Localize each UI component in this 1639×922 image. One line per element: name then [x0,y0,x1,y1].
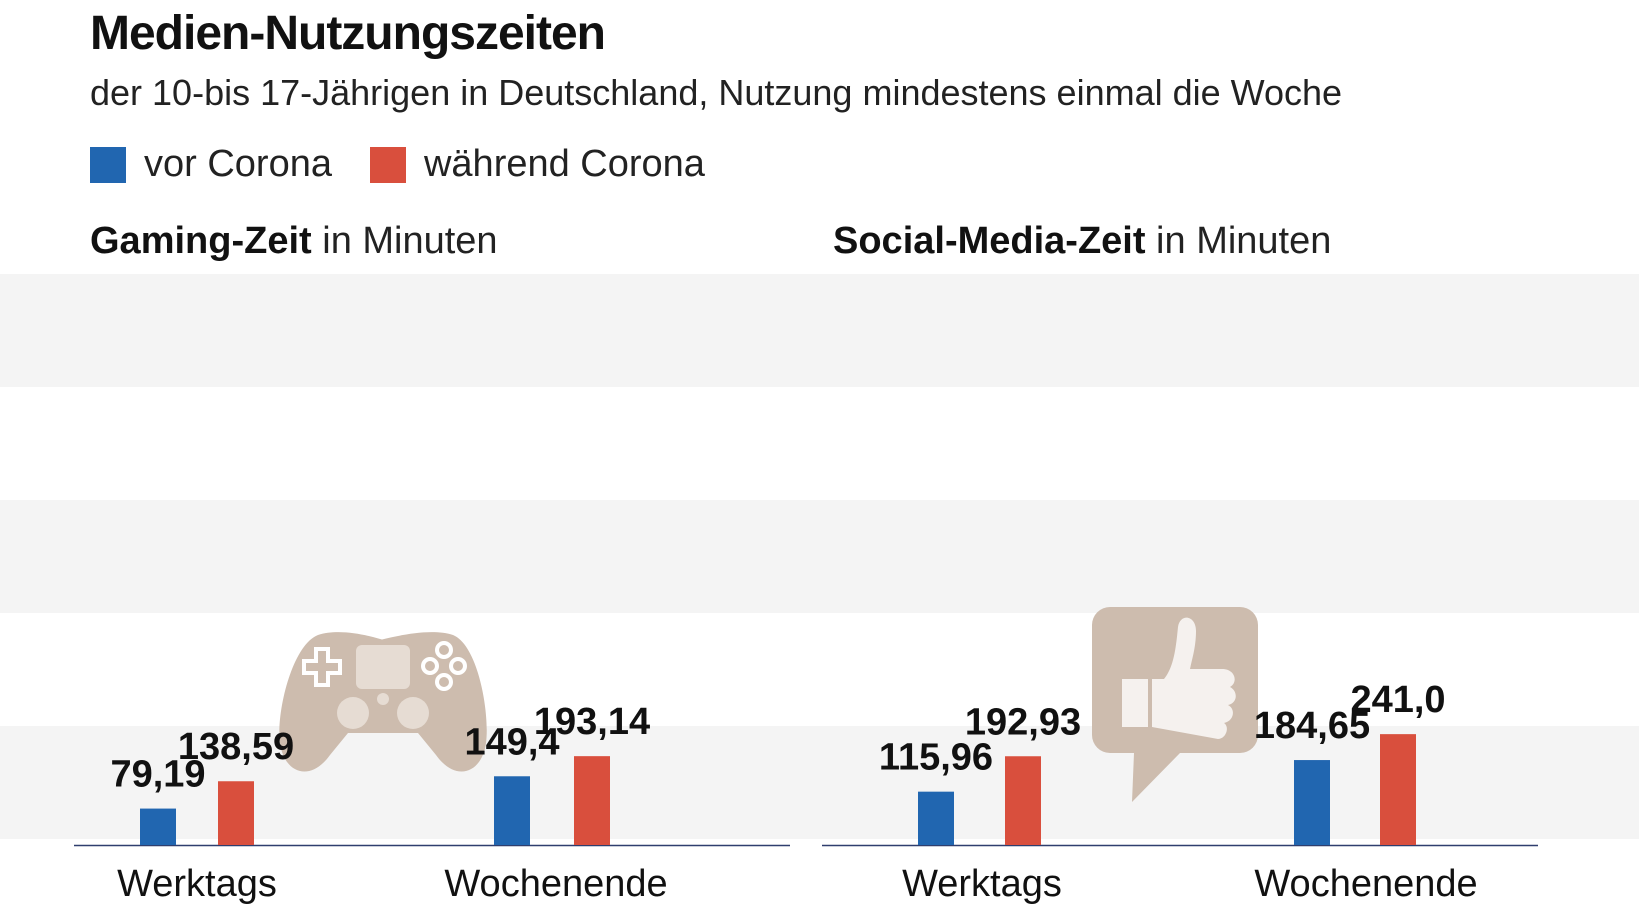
x-tick-label: Wochenende [1254,863,1477,905]
bar-waehrend-corona [218,781,254,845]
x-tick-label: Werktags [117,863,277,905]
legend-swatch-red [369,146,406,183]
x-tick-label: Werktags [902,863,1062,905]
panel-title-bold: Social-Media-Zeit [833,220,1146,262]
bar-waehrend-corona [1005,756,1041,845]
data-label: 184,65 [1254,705,1370,747]
bar-vor-corona [140,808,176,845]
grid-band [0,613,1639,726]
panel-title-gaming: Gaming-Zeit in Minuten [90,220,498,263]
thumbs-up-icon [1092,607,1258,802]
panel-title-social: Social-Media-Zeit in Minuten [833,220,1331,263]
grid-band [0,500,1639,613]
legend-item-vor-corona: vor Corona [90,143,332,186]
panel-title-bold: Gaming-Zeit [90,220,312,262]
data-label: 138,59 [178,726,294,768]
chart-subtitle: der 10-bis 17-Jährigen in Deutschland, N… [90,72,1343,113]
chart-title: Medien-Nutzungszeiten [90,7,606,60]
bar-vor-corona [494,776,530,845]
data-label: 193,14 [534,701,650,743]
bar-vor-corona [1294,760,1330,845]
data-label: 149,4 [464,721,559,763]
x-tick-label: Wochenende [444,863,667,905]
grid-band [0,387,1639,500]
legend-label: vor Corona [144,143,332,185]
grid-band [0,274,1639,387]
panel-title-rest: in Minuten [1145,220,1332,262]
data-label: 115,96 [879,737,993,779]
grid-bands [0,274,1639,839]
legend-item-waehrend-corona: während Corona [369,143,705,186]
data-label: 79,19 [110,754,205,796]
bar-vor-corona [918,791,954,845]
bar-waehrend-corona [1380,734,1416,845]
legend: vor Corona während Corona [90,143,743,186]
legend-swatch-blue [90,146,126,183]
data-label: 192,93 [965,701,1081,743]
grid-band [0,726,1639,839]
gamepad-icon [279,632,487,772]
panel-title-rest: in Minuten [311,220,498,262]
legend-label: während Corona [423,143,705,185]
data-label: 241,0 [1350,679,1445,721]
bar-waehrend-corona [574,756,610,845]
